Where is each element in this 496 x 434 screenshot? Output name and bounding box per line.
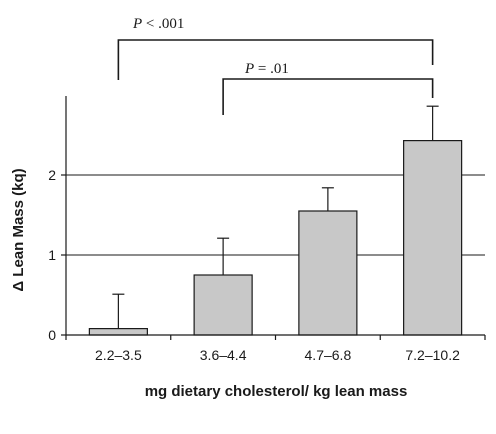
bars [88,105,463,336]
bar-0 [88,328,148,336]
significance-brackets: P < .001 P = .01 [117,16,434,115]
x-tick-label-2: 4.7–6.8 [305,347,352,363]
bar-2 [298,210,358,336]
y-tick-label-0: 0 [48,327,56,343]
x-tick-label-1: 3.6–4.4 [200,347,247,363]
bar-3 [403,140,463,336]
y-tick-label-2: 2 [48,167,56,183]
significance-label-0: P < .001 [132,16,184,32]
x-tick-label-0: 2.2–3.5 [95,347,142,363]
significance-label-1: P = .01 [244,61,289,77]
axes: 0 1 2 2.2–3.5 3.6–4.4 4.7–6.8 7.2–10.2 [48,96,486,363]
y-tick-label-1: 1 [48,247,56,263]
significance-bracket-0 [117,39,434,80]
bar-1 [193,274,253,336]
x-axis-title: mg dietary cholesterol/ kg lean mass [145,383,408,400]
x-tick-label-3: 7.2–10.2 [405,347,460,363]
significance-bracket-1 [222,78,434,115]
y-axis-title: Δ Lean Mass (kq) [10,168,27,291]
